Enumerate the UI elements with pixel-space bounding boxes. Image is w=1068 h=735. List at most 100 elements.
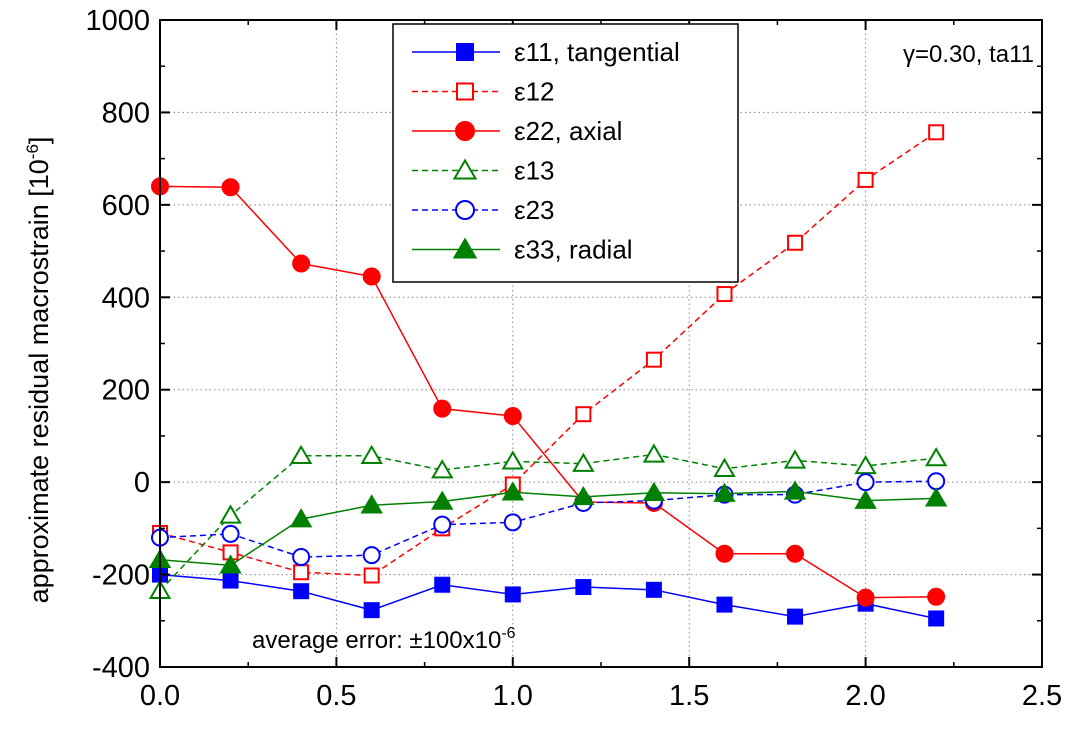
- legend-label: ε33, radial: [514, 235, 633, 265]
- legend-entry-5: ε23: [412, 195, 555, 225]
- data-point: [503, 407, 522, 426]
- legend-entry-4: ε13: [412, 156, 555, 186]
- data-point: [783, 480, 807, 500]
- data-point: [431, 459, 454, 479]
- data-point: [927, 472, 946, 491]
- data-point: [293, 583, 310, 600]
- legend-entry-6: ε33, radial: [412, 235, 633, 265]
- x-tick-label: 0.5: [316, 680, 356, 712]
- data-point: [854, 489, 877, 509]
- legend-entry-1: ε11, tangential: [412, 37, 680, 67]
- annotation-gamma: γ=0.30, ta11: [903, 41, 1034, 68]
- data-point: [856, 473, 875, 492]
- series-1: [152, 566, 945, 627]
- y-tick-label: 600: [102, 190, 150, 222]
- data-point: [716, 596, 733, 613]
- x-tick-label: 1.5: [669, 680, 709, 712]
- data-point: [928, 124, 945, 141]
- data-point: [924, 447, 948, 467]
- legend-marker: [456, 82, 474, 101]
- legend-marker: [456, 43, 474, 61]
- data-point: [642, 481, 666, 501]
- legend-marker: [455, 200, 475, 220]
- data-point: [433, 515, 452, 534]
- data-point: [787, 608, 804, 625]
- data-point: [219, 504, 242, 524]
- legend-entry-3: ε22, axial: [412, 116, 622, 146]
- data-point: [713, 457, 736, 477]
- y-axis-title: approximate residual macrostrain [10-6]: [23, 137, 54, 604]
- data-point: [221, 524, 240, 543]
- data-point: [715, 544, 734, 563]
- series-line: [159, 453, 937, 592]
- data-point: [645, 581, 662, 598]
- y-tick-label: 200: [102, 375, 150, 407]
- data-point: [927, 587, 946, 606]
- tick-labels: 0.0 0.5 1.0 1.5 2.0 2.5 -400 -200 0 200 400 600 800 1…: [85, 5, 1062, 712]
- data-point: [857, 171, 874, 188]
- legend-entry-2: ε12: [412, 77, 555, 107]
- series-3: [151, 177, 946, 607]
- data-point: [292, 254, 311, 273]
- series-6: [148, 480, 948, 574]
- data-point: [360, 494, 383, 514]
- legend: ε11, tangential ε12 ε22, axial ε13 ε23 ε33, r…: [392, 23, 739, 283]
- data-point: [219, 554, 242, 574]
- data-point: [575, 406, 592, 423]
- x-tick-label: 1.0: [493, 680, 533, 712]
- data-point: [716, 286, 733, 303]
- y-tick-label: -400: [92, 652, 150, 684]
- data-point: [431, 490, 454, 510]
- data-point: [362, 546, 381, 565]
- y-tick-label: -200: [92, 560, 150, 592]
- legend-label: ε12: [514, 77, 555, 107]
- legend-marker: [452, 158, 478, 180]
- series-line: [159, 573, 937, 620]
- x-tick-label: 2.5: [1022, 680, 1062, 712]
- data-point: [642, 443, 666, 463]
- series-line: [159, 131, 937, 577]
- data-point: [363, 567, 380, 584]
- legend-marker: [455, 121, 475, 141]
- data-point: [572, 485, 595, 506]
- series-line: [159, 480, 937, 558]
- data-point: [645, 351, 662, 368]
- data-point: [786, 544, 805, 563]
- y-tick-label: 800: [102, 97, 150, 129]
- data-point: [924, 487, 948, 507]
- legend-box: [392, 23, 739, 283]
- data-point: [856, 588, 875, 607]
- data-point: [222, 572, 239, 589]
- data-point: [575, 579, 592, 596]
- data-point: [503, 513, 522, 532]
- series-line: [159, 490, 937, 567]
- series-4: [148, 443, 948, 599]
- y-tick-label: 1000: [85, 5, 150, 37]
- x-tick-label: 2.0: [845, 680, 885, 712]
- data-point: [362, 267, 381, 286]
- annotation-average-error: average error: ±100x10-6: [252, 625, 516, 654]
- data-point: [928, 610, 945, 627]
- y-tick-label: 0: [134, 467, 150, 499]
- x-tick-label: 0.0: [140, 680, 180, 712]
- legend-label: ε23: [514, 195, 555, 225]
- data-point: [572, 452, 595, 472]
- y-tick-label: 400: [102, 282, 150, 314]
- data-point: [360, 444, 383, 465]
- legend-label: ε11, tangential: [514, 37, 680, 67]
- data-point: [289, 444, 313, 465]
- data-point: [501, 481, 524, 501]
- data-point: [293, 564, 310, 581]
- series-line: [159, 185, 937, 599]
- data-point: [504, 586, 521, 603]
- data-point: [501, 450, 524, 470]
- data-point: [221, 178, 240, 197]
- data-point: [433, 399, 452, 418]
- data-point: [363, 602, 380, 619]
- legend-label: ε22, axial: [514, 116, 622, 146]
- legend-marker: [452, 237, 478, 259]
- data-point: [787, 234, 804, 251]
- data-point: [434, 576, 451, 593]
- data-point: [289, 508, 313, 528]
